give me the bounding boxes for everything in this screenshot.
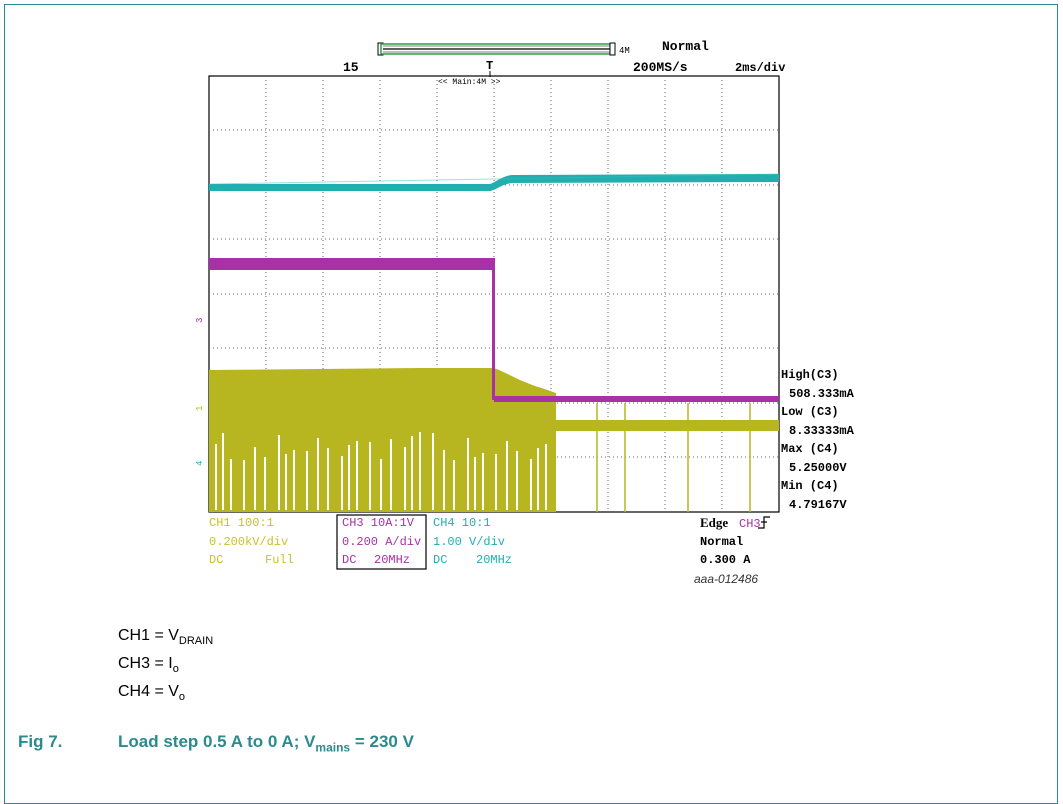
measurement-label: Max (C4): [781, 442, 839, 456]
measurement-panel: High(C3) 508.333mA Low (C3) 8.33333mA Ma…: [781, 368, 855, 512]
image-id: aaa-012486: [694, 572, 758, 586]
record-number: 15: [343, 60, 359, 75]
legend-text: CH1 = V: [118, 627, 179, 644]
trigger-mode-top: Normal: [662, 39, 709, 54]
rising-edge-icon: [758, 516, 770, 529]
ch1-probe: CH1 100:1: [209, 516, 274, 530]
ch4-coupling: DC: [433, 553, 447, 567]
ch1-marker: 1: [195, 406, 205, 411]
trigger-source: CH3: [739, 517, 761, 531]
trigger-mode: Normal: [700, 535, 743, 549]
time-per-div: 2ms/div: [735, 61, 785, 75]
ch3-probe: CH3 10A:1V: [342, 516, 415, 530]
measurement-label: High(C3): [781, 368, 839, 382]
ch3-scale: 0.200 A/div: [342, 535, 421, 549]
trigger-position-marker: T: [486, 59, 493, 73]
channel-markers: 3 1 4: [195, 318, 205, 466]
measurement-value: 8.33333mA: [789, 424, 855, 438]
channel-legend: CH1 = VDRAIN CH3 = Io CH4 = Vo: [118, 622, 213, 706]
caption-text-end: = 230 V: [350, 732, 414, 751]
figure-caption: Fig 7. Load step 0.5 A to 0 A; Vmains = 2…: [18, 732, 414, 754]
measurement-label: Low (C3): [781, 405, 839, 419]
ch1-bandwidth: Full: [265, 553, 294, 567]
measurement-value: 5.25000V: [789, 461, 847, 475]
legend-text: CH4 = V: [118, 683, 179, 700]
measurement-label: Min (C4): [781, 479, 839, 493]
ch4-probe: CH4 10:1: [433, 516, 491, 530]
ch3-marker: 3: [195, 318, 205, 323]
ch1-scale: 0.200kV/div: [209, 535, 288, 549]
ch1-coupling: DC: [209, 553, 223, 567]
record-length-bar: [377, 42, 616, 56]
legend-subscript: o: [172, 663, 179, 676]
oscilloscope-screenshot: 4M Normal 15 200MS/s 2ms/div T << Main:4…: [195, 39, 855, 586]
ch3-selected-box: [336, 514, 427, 570]
caption-subscript: mains: [315, 740, 351, 755]
main-record-label: << Main:4M >>: [438, 78, 501, 87]
trigger-settings: Edge CH3 Normal 0.300 A: [700, 515, 770, 567]
legend-ch3: CH3 = Io: [118, 650, 213, 678]
ch4-marker: 4: [195, 461, 205, 466]
ch1-trace: [209, 368, 779, 512]
measurement-value: 508.333mA: [789, 387, 855, 401]
sample-rate: 200MS/s: [633, 60, 688, 75]
ch4-scale: 1.00 V/div: [433, 535, 505, 549]
caption-text: Load step 0.5 A to 0 A; V: [118, 732, 316, 751]
ch4-bandwidth: 20MHz: [476, 553, 512, 567]
legend-ch1: CH1 = VDRAIN: [118, 622, 213, 650]
ch3-bandwidth: 20MHz: [374, 553, 410, 567]
trigger-type: Edge: [700, 515, 728, 530]
ch4-settings: CH4 10:1 1.00 V/div DC 20MHz: [433, 516, 512, 567]
trigger-level: 0.300 A: [700, 553, 751, 567]
legend-text: CH3 = I: [118, 655, 173, 672]
legend-ch4: CH4 = Vo: [118, 678, 213, 706]
ch3-coupling: DC: [342, 553, 356, 567]
ch3-settings: CH3 10A:1V 0.200 A/div DC 20MHz: [342, 516, 421, 567]
legend-subscript: DRAIN: [178, 635, 214, 648]
ch4-trace: [208, 173, 780, 191]
legend-subscript: o: [178, 691, 186, 704]
measurement-value: 4.79167V: [789, 498, 847, 512]
ch3-trace: [209, 258, 779, 402]
record-length-label: 4M: [619, 46, 630, 56]
figure-number: Fig 7.: [18, 732, 63, 751]
ch1-settings: CH1 100:1 0.200kV/div DC Full: [209, 516, 294, 567]
